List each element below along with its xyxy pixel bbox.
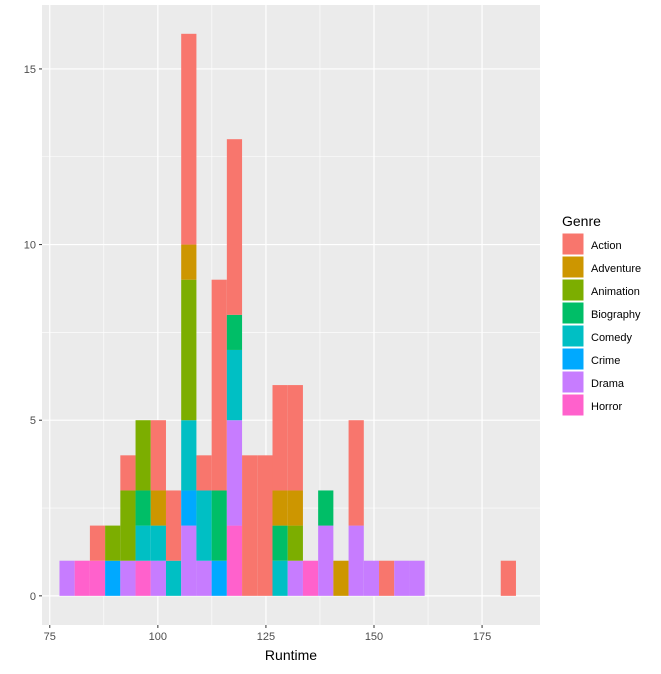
legend: Genre Action Adventure Animation Biography C… xyxy=(561,213,641,417)
bar-segment-action xyxy=(226,139,243,315)
bar-segment-adventure xyxy=(150,490,166,526)
bar-segment-action xyxy=(287,385,303,491)
bar-segment-crime xyxy=(105,560,121,596)
legend-key-animation xyxy=(561,278,585,302)
bar-segment-animation xyxy=(105,525,121,561)
bar-segment-drama xyxy=(150,560,166,596)
bar-segment-drama xyxy=(363,560,380,596)
bar-segment-comedy xyxy=(181,420,197,491)
x-tick-label: 150 xyxy=(365,631,383,643)
bar-segment-comedy xyxy=(165,560,182,596)
bar-segment-drama xyxy=(394,560,410,596)
bar-segment-drama xyxy=(287,560,303,596)
bar-segment-horror xyxy=(74,560,90,596)
bar-segment-comedy xyxy=(135,525,151,561)
y-tick-label: 5 xyxy=(30,415,36,427)
bar-segment-action xyxy=(89,525,106,561)
bar-segment-action xyxy=(120,455,136,491)
x-tick-label: 175 xyxy=(473,631,491,643)
x-tick-label: 75 xyxy=(44,631,56,643)
bar-segment-comedy xyxy=(226,349,243,421)
bar-segment-drama xyxy=(409,560,425,596)
x-axis-label: Runtime xyxy=(265,647,317,663)
bar-segment-adventure xyxy=(181,244,197,280)
bar-segment-adventure xyxy=(333,560,349,596)
legend-key-biography xyxy=(561,301,585,325)
legend-label-adventure: Adventure xyxy=(591,263,641,275)
legend-label-horror: Horror xyxy=(591,401,623,413)
legend-key-adventure xyxy=(561,255,585,279)
bar-segment-action xyxy=(242,455,258,596)
bar-segment-biography xyxy=(226,314,243,350)
bar-segment-action xyxy=(196,455,212,491)
bar-segment-drama xyxy=(348,525,364,596)
bar-segment-horror xyxy=(135,560,151,596)
bar-segment-animation xyxy=(287,525,303,561)
axes: 75 100 125 150 175 0 5 10 15 xyxy=(24,64,492,643)
bar-segment-drama xyxy=(181,525,197,596)
bar-segment-action xyxy=(379,560,395,596)
legend-label-drama: Drama xyxy=(591,378,625,390)
bar-segment-action xyxy=(181,33,197,245)
x-tick-label: 125 xyxy=(257,631,275,643)
bar-segment-action xyxy=(165,490,182,561)
bar-segment-adventure xyxy=(287,490,303,526)
bar-segment-action xyxy=(500,560,516,596)
x-tick-label: 100 xyxy=(149,631,167,643)
y-tick-label: 15 xyxy=(24,64,36,76)
legend-key-crime xyxy=(561,347,585,371)
bar-segment-biography xyxy=(318,490,334,526)
bar-segment-drama xyxy=(59,560,75,596)
legend-key-drama xyxy=(561,370,585,394)
legend-label-biography: Biography xyxy=(591,309,641,321)
bar-segment-horror xyxy=(226,525,243,596)
legend-key-action xyxy=(561,232,585,256)
bar-segment-action xyxy=(348,420,364,526)
bars xyxy=(59,33,516,596)
bar-segment-action xyxy=(272,385,288,491)
bar-segment-drama xyxy=(196,560,212,596)
bar-segment-animation xyxy=(181,279,197,421)
bar-segment-animation xyxy=(135,420,151,491)
legend-label-animation: Animation xyxy=(591,286,640,298)
legend-key-comedy xyxy=(561,324,585,348)
bar-segment-animation xyxy=(120,490,136,561)
y-tick-label: 0 xyxy=(30,591,36,603)
legend-title: Genre xyxy=(562,213,601,229)
legend-label-crime: Crime xyxy=(591,355,620,367)
legend-label-comedy: Comedy xyxy=(591,332,632,344)
bar-segment-comedy xyxy=(272,560,288,596)
bar-segment-horror xyxy=(89,560,106,596)
bar-segment-biography xyxy=(135,490,151,526)
legend-key-horror xyxy=(561,393,585,417)
bar-segment-action xyxy=(211,279,227,491)
bar-segment-comedy xyxy=(150,525,166,561)
bar-segment-biography xyxy=(272,525,288,561)
bar-segment-biography xyxy=(211,490,227,561)
bar-segment-adventure xyxy=(272,490,288,526)
bar-segment-drama xyxy=(120,560,136,596)
bar-segment-drama xyxy=(318,525,334,596)
bar-segment-crime xyxy=(211,560,227,596)
legend-label-action: Action xyxy=(591,240,622,252)
bar-segment-horror xyxy=(302,560,319,596)
bar-segment-action xyxy=(257,455,273,596)
bar-segment-drama xyxy=(226,420,243,526)
y-tick-label: 10 xyxy=(24,240,36,252)
bar-segment-crime xyxy=(181,490,197,526)
bar-segment-comedy xyxy=(196,490,212,561)
bar-segment-action xyxy=(150,420,166,491)
